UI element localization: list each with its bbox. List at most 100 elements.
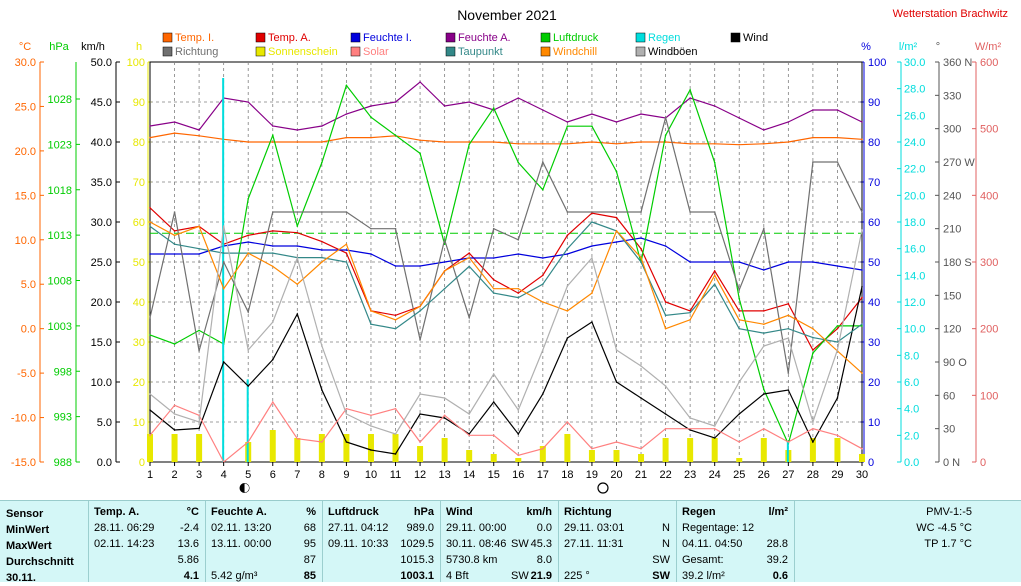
data-point-luftdruck xyxy=(345,84,348,87)
x-tick-label: 28 xyxy=(807,469,819,481)
temp-min-time: 28.11. 06:29 xyxy=(94,522,155,534)
data-point-feuchte-a xyxy=(394,101,397,103)
lm2-tick-label: 10.0 xyxy=(904,324,925,336)
data-point-wind xyxy=(812,441,814,443)
data-point-solar xyxy=(443,414,446,417)
data-point-richtung xyxy=(713,211,716,213)
data-point-windchill xyxy=(566,310,569,312)
x-tick-label: 5 xyxy=(245,469,251,481)
data-point-temp-a xyxy=(247,234,250,237)
x-tick-label: 12 xyxy=(414,469,426,481)
full-moon-icon xyxy=(597,482,609,494)
data-point-windb-en xyxy=(149,393,151,395)
data-point-temp-a xyxy=(345,252,348,254)
hpa-tick-label: 1008 xyxy=(48,276,72,288)
data-point-feuchte-i xyxy=(615,241,618,243)
lm2-tick-label: 22.0 xyxy=(904,164,925,176)
series-line-richtung xyxy=(149,115,863,374)
temp-column: Temp. A. °C 28.11. 06:29 -2.4 02.11. 14:… xyxy=(88,501,206,582)
data-point-feuchte-a xyxy=(566,121,569,123)
h-tick-label: 50 xyxy=(133,257,145,269)
data-point-windb-en xyxy=(321,345,323,347)
data-point-solar xyxy=(787,441,790,443)
wm2-tick-label: 0 xyxy=(980,457,986,469)
luftdruck-column: Luftdruck hPa 27.11. 04:12 989.0 09.11. … xyxy=(322,501,441,582)
data-point-windb-en xyxy=(296,257,299,259)
richtung-header: Richtung xyxy=(564,506,612,518)
hpa-axis-unit: hPa xyxy=(49,41,69,53)
pct-tick-label: 0 xyxy=(868,457,874,469)
data-point-feuchte-i xyxy=(738,261,741,263)
data-point-wind xyxy=(738,413,741,415)
temp-avg: 5.86 xyxy=(177,554,199,566)
h-tick-label: 20 xyxy=(133,377,145,389)
data-point-solar xyxy=(738,441,741,443)
feuchte-avg: 87 xyxy=(303,554,316,566)
data-point-windb-en xyxy=(443,397,446,399)
x-tick-label: 18 xyxy=(561,469,573,481)
luftdruck-header: Luftdruck xyxy=(328,506,379,518)
data-point-temp-a xyxy=(296,231,299,234)
data-point-temp-a xyxy=(861,296,863,299)
axes: °C 30.0 25.0 20.0 15.0 10.0 5.0 0.0 -5.0 -10.0 -15… xyxy=(11,41,1002,469)
data-point-wind xyxy=(419,413,421,415)
legend-swatch-9 xyxy=(350,46,361,57)
data-point-richtung xyxy=(370,227,372,230)
data-point-richtung xyxy=(738,288,741,291)
regen-column: Regen l/m² Regentage: 12 04.11. 04:50 28… xyxy=(676,501,795,582)
lm2-tick-label: 28.0 xyxy=(904,84,925,96)
data-point-temp-i xyxy=(836,136,839,139)
data-point-taupunkt xyxy=(762,332,765,334)
data-point-richtung xyxy=(468,316,470,319)
data-point-luftdruck xyxy=(149,334,151,336)
legend-swatch-11 xyxy=(540,46,551,57)
temp-tick-label: 30.0 xyxy=(15,57,36,69)
temp-max-time: 02.11. 14:23 xyxy=(94,538,155,550)
data-point-feuchte-i xyxy=(812,261,814,263)
data-point-taupunkt xyxy=(836,341,839,343)
sunshine-bar xyxy=(490,454,497,462)
data-point-taupunkt xyxy=(566,247,569,250)
data-point-feuchte-a xyxy=(615,121,618,123)
data-point-windb-en xyxy=(713,425,716,427)
pct-tick-label: 80 xyxy=(868,137,880,149)
data-point-windb-en xyxy=(198,421,200,423)
data-point-temp-a xyxy=(787,302,790,305)
data-point-feuchte-a xyxy=(738,117,741,119)
h-tick-label: 10 xyxy=(133,417,145,429)
row-label-avg: Durchschnitt xyxy=(6,556,74,568)
data-point-temp-a xyxy=(591,212,593,214)
hpa-tick-label: 1003 xyxy=(48,321,72,333)
temp-tick-label: 10.0 xyxy=(15,235,36,247)
data-point-solar xyxy=(762,427,765,430)
wind-max: 45.3 xyxy=(530,538,552,550)
x-tick-label: 15 xyxy=(488,469,500,481)
pct-tick-label: 50 xyxy=(868,257,880,269)
data-point-windb-en xyxy=(836,349,839,351)
data-point-windb-en xyxy=(762,345,765,347)
luftdruck-avg: 1015.3 xyxy=(400,554,434,566)
data-point-wind xyxy=(566,337,569,339)
series-line-solar xyxy=(149,400,863,463)
x-tick-label: 6 xyxy=(270,469,276,481)
sunshine-bar xyxy=(343,434,350,462)
series-line-windb-en xyxy=(149,225,863,435)
feuchte-unit: % xyxy=(306,506,316,518)
deg-tick-label: 240 xyxy=(943,190,961,202)
data-point-temp-i xyxy=(370,136,372,139)
data-point-solar xyxy=(591,447,593,450)
luftdruck-min: 989.0 xyxy=(406,522,434,534)
data-point-wind xyxy=(591,321,593,323)
richtung-min: N xyxy=(662,522,670,534)
pmv-value: PMV-1:-5 xyxy=(926,506,972,518)
sunshine-bar xyxy=(760,438,767,462)
sunshine-bar xyxy=(687,438,694,462)
data-point-windb-en xyxy=(664,385,667,387)
data-point-richtung xyxy=(787,372,790,374)
h-tick-label: 60 xyxy=(133,217,145,229)
data-point-richtung xyxy=(836,161,839,163)
data-point-luftdruck xyxy=(861,325,863,327)
sunshine-bar xyxy=(515,458,522,462)
data-point-solar xyxy=(271,401,274,403)
data-point-feuchte-a xyxy=(173,121,176,123)
